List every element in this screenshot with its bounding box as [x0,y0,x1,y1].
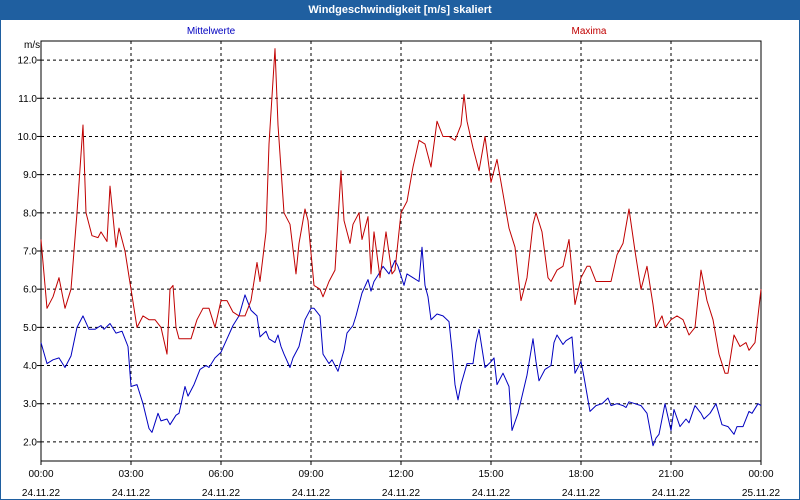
y-tick-label: 6.0 [23,285,37,296]
x-tick-time-label: 06:00 [208,469,233,480]
x-tick-date-label: 24.11.22 [382,488,421,499]
series-line-maxima [40,48,762,374]
y-tick-label: 10.0 [18,132,38,143]
series-lines [40,48,762,447]
x-tick-date-label: 24.11.22 [22,488,61,499]
y-tick-label: 12.0 [18,56,38,67]
y-tick-label: 8.0 [23,208,37,219]
x-tick-time-label: 15:00 [478,469,503,480]
x-tick-time-label: 00:00 [748,469,773,480]
legend-series-maxima: Maxima [571,26,606,37]
series-line-mittelwerte [40,246,762,447]
y-axis-label: m/s [24,40,40,51]
x-axis-ticks: 00:00 24.11.22 03:00 24.11.22 06:00 24.11.22 0… [22,461,781,499]
x-tick-date-label: 24.11.22 [202,488,241,499]
x-tick-time-label: 03:00 [118,469,143,480]
y-axis-ticks: 2.0 3.0 4.0 5.0 6.0 7.0 8.0 9.0 10.0 11.0 12.0 [18,56,41,448]
y-tick-label: 7.0 [23,247,37,258]
wind-speed-chart: 2.0 3.0 4.0 5.0 6.0 7.0 8.0 9.0 10.0 11.0 12.0 00:… [18,26,781,499]
x-tick-date-label: 24.11.22 [112,488,151,499]
x-tick-date-label: 24.11.22 [562,488,601,499]
y-tick-label: 9.0 [23,170,37,181]
x-tick-date-label: 24.11.22 [292,488,331,499]
x-tick-date-label: 24.11.22 [652,488,691,499]
x-tick-time-label: 09:00 [298,469,323,480]
y-tick-label: 11.0 [18,94,37,105]
x-tick-time-label: 21:00 [658,469,683,480]
y-tick-label: 5.0 [23,323,37,334]
x-tick-date-label: 24.11.22 [472,488,511,499]
x-tick-time-label: 18:00 [568,469,593,480]
y-tick-label: 3.0 [23,399,37,410]
y-tick-label: 4.0 [23,361,37,372]
x-tick-time-label: 12:00 [388,469,413,480]
window-title: Windgeschwindigkeit [m/s] skaliert [1,1,799,20]
y-tick-label: 2.0 [23,437,37,448]
x-tick-date-label: 25.11.22 [742,488,781,499]
x-tick-time-label: 00:00 [28,469,53,480]
legend-series-mittelwerte: Mittelwerte [187,26,236,37]
